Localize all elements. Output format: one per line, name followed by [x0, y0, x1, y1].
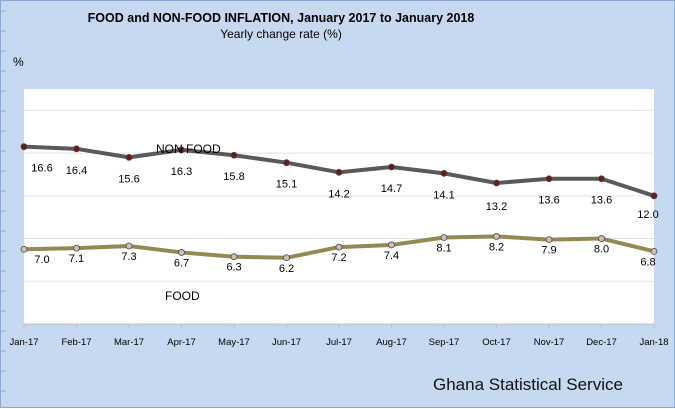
data-point	[650, 192, 658, 200]
x-tick-label: Mar-17	[114, 337, 144, 348]
data-label: 13.6	[538, 195, 559, 207]
data-label: 15.6	[118, 173, 139, 185]
data-point	[650, 247, 658, 255]
x-tick-label: Feb-17	[61, 337, 91, 348]
data-label: 6.8	[640, 256, 655, 268]
x-tick-label: Sep-17	[429, 337, 460, 348]
data-label: 6.3	[226, 262, 241, 274]
data-label: 7.3	[121, 251, 136, 263]
data-label: 8.1	[436, 242, 451, 254]
x-tick-label: Dec-17	[586, 337, 617, 348]
data-point	[178, 249, 185, 256]
data-point	[125, 153, 133, 161]
x-tick-label: May-17	[218, 337, 250, 348]
data-point	[73, 244, 80, 252]
data-point	[20, 245, 28, 253]
data-label: 7.1	[69, 253, 84, 265]
data-point	[335, 243, 343, 251]
data-point	[388, 241, 395, 249]
data-point	[73, 145, 80, 153]
data-point	[20, 143, 28, 151]
data-point	[598, 175, 605, 183]
data-point	[598, 235, 605, 242]
data-label: 16.6	[31, 163, 52, 175]
data-label: 16.3	[171, 166, 192, 178]
data-point	[440, 169, 448, 177]
data-point	[545, 175, 553, 183]
data-point	[545, 236, 553, 244]
x-tick-label: Apr-17	[167, 337, 196, 348]
data-label: 12.0	[637, 209, 658, 221]
data-point	[440, 234, 448, 241]
x-tick-label: Jan-17	[9, 337, 38, 348]
data-label: 7.9	[541, 245, 556, 257]
data-label: 13.2	[486, 201, 507, 213]
x-tick-label: Nov-17	[534, 337, 565, 348]
chart-subtitle: Yearly change rate (%)	[220, 27, 342, 41]
data-label: 8.2	[489, 241, 504, 253]
data-label: 7.0	[34, 254, 49, 266]
data-label: 8.0	[594, 244, 609, 256]
data-point	[125, 242, 133, 250]
data-point	[230, 151, 238, 159]
x-tick-label: Oct-17	[482, 337, 511, 348]
data-point	[493, 179, 500, 187]
data-label: 6.2	[279, 263, 294, 275]
data-label: 6.7	[174, 257, 189, 269]
data-label: 14.1	[433, 189, 454, 201]
data-label: 14.7	[381, 183, 402, 195]
data-point	[335, 168, 343, 176]
data-label: 15.1	[276, 179, 297, 191]
series-label-non-food: NON FOOD	[156, 142, 221, 156]
data-label: 7.2	[331, 252, 346, 264]
x-tick-label: Aug-17	[376, 337, 407, 348]
data-label: 16.4	[66, 165, 87, 177]
data-point	[230, 253, 238, 261]
x-tick-label: Jul-17	[326, 337, 352, 348]
source-credit: Ghana Statistical Service	[433, 375, 623, 394]
data-label: 14.2	[328, 188, 349, 200]
data-label: 7.4	[384, 250, 399, 262]
plot-area	[24, 89, 654, 324]
data-label: 13.6	[591, 195, 612, 207]
data-point	[493, 233, 500, 240]
data-point	[283, 159, 290, 167]
data-point	[388, 163, 395, 171]
chart-title: FOOD and NON-FOOD INFLATION, January 201…	[87, 11, 475, 25]
series-label-food: FOOD	[165, 289, 200, 303]
data-label: 15.8	[223, 171, 244, 183]
x-tick-label: Jan-18	[639, 337, 668, 348]
x-tick-label: Jun-17	[272, 337, 301, 348]
y-axis-unit: %	[13, 55, 24, 69]
data-point	[283, 254, 290, 262]
data-point	[178, 146, 185, 154]
